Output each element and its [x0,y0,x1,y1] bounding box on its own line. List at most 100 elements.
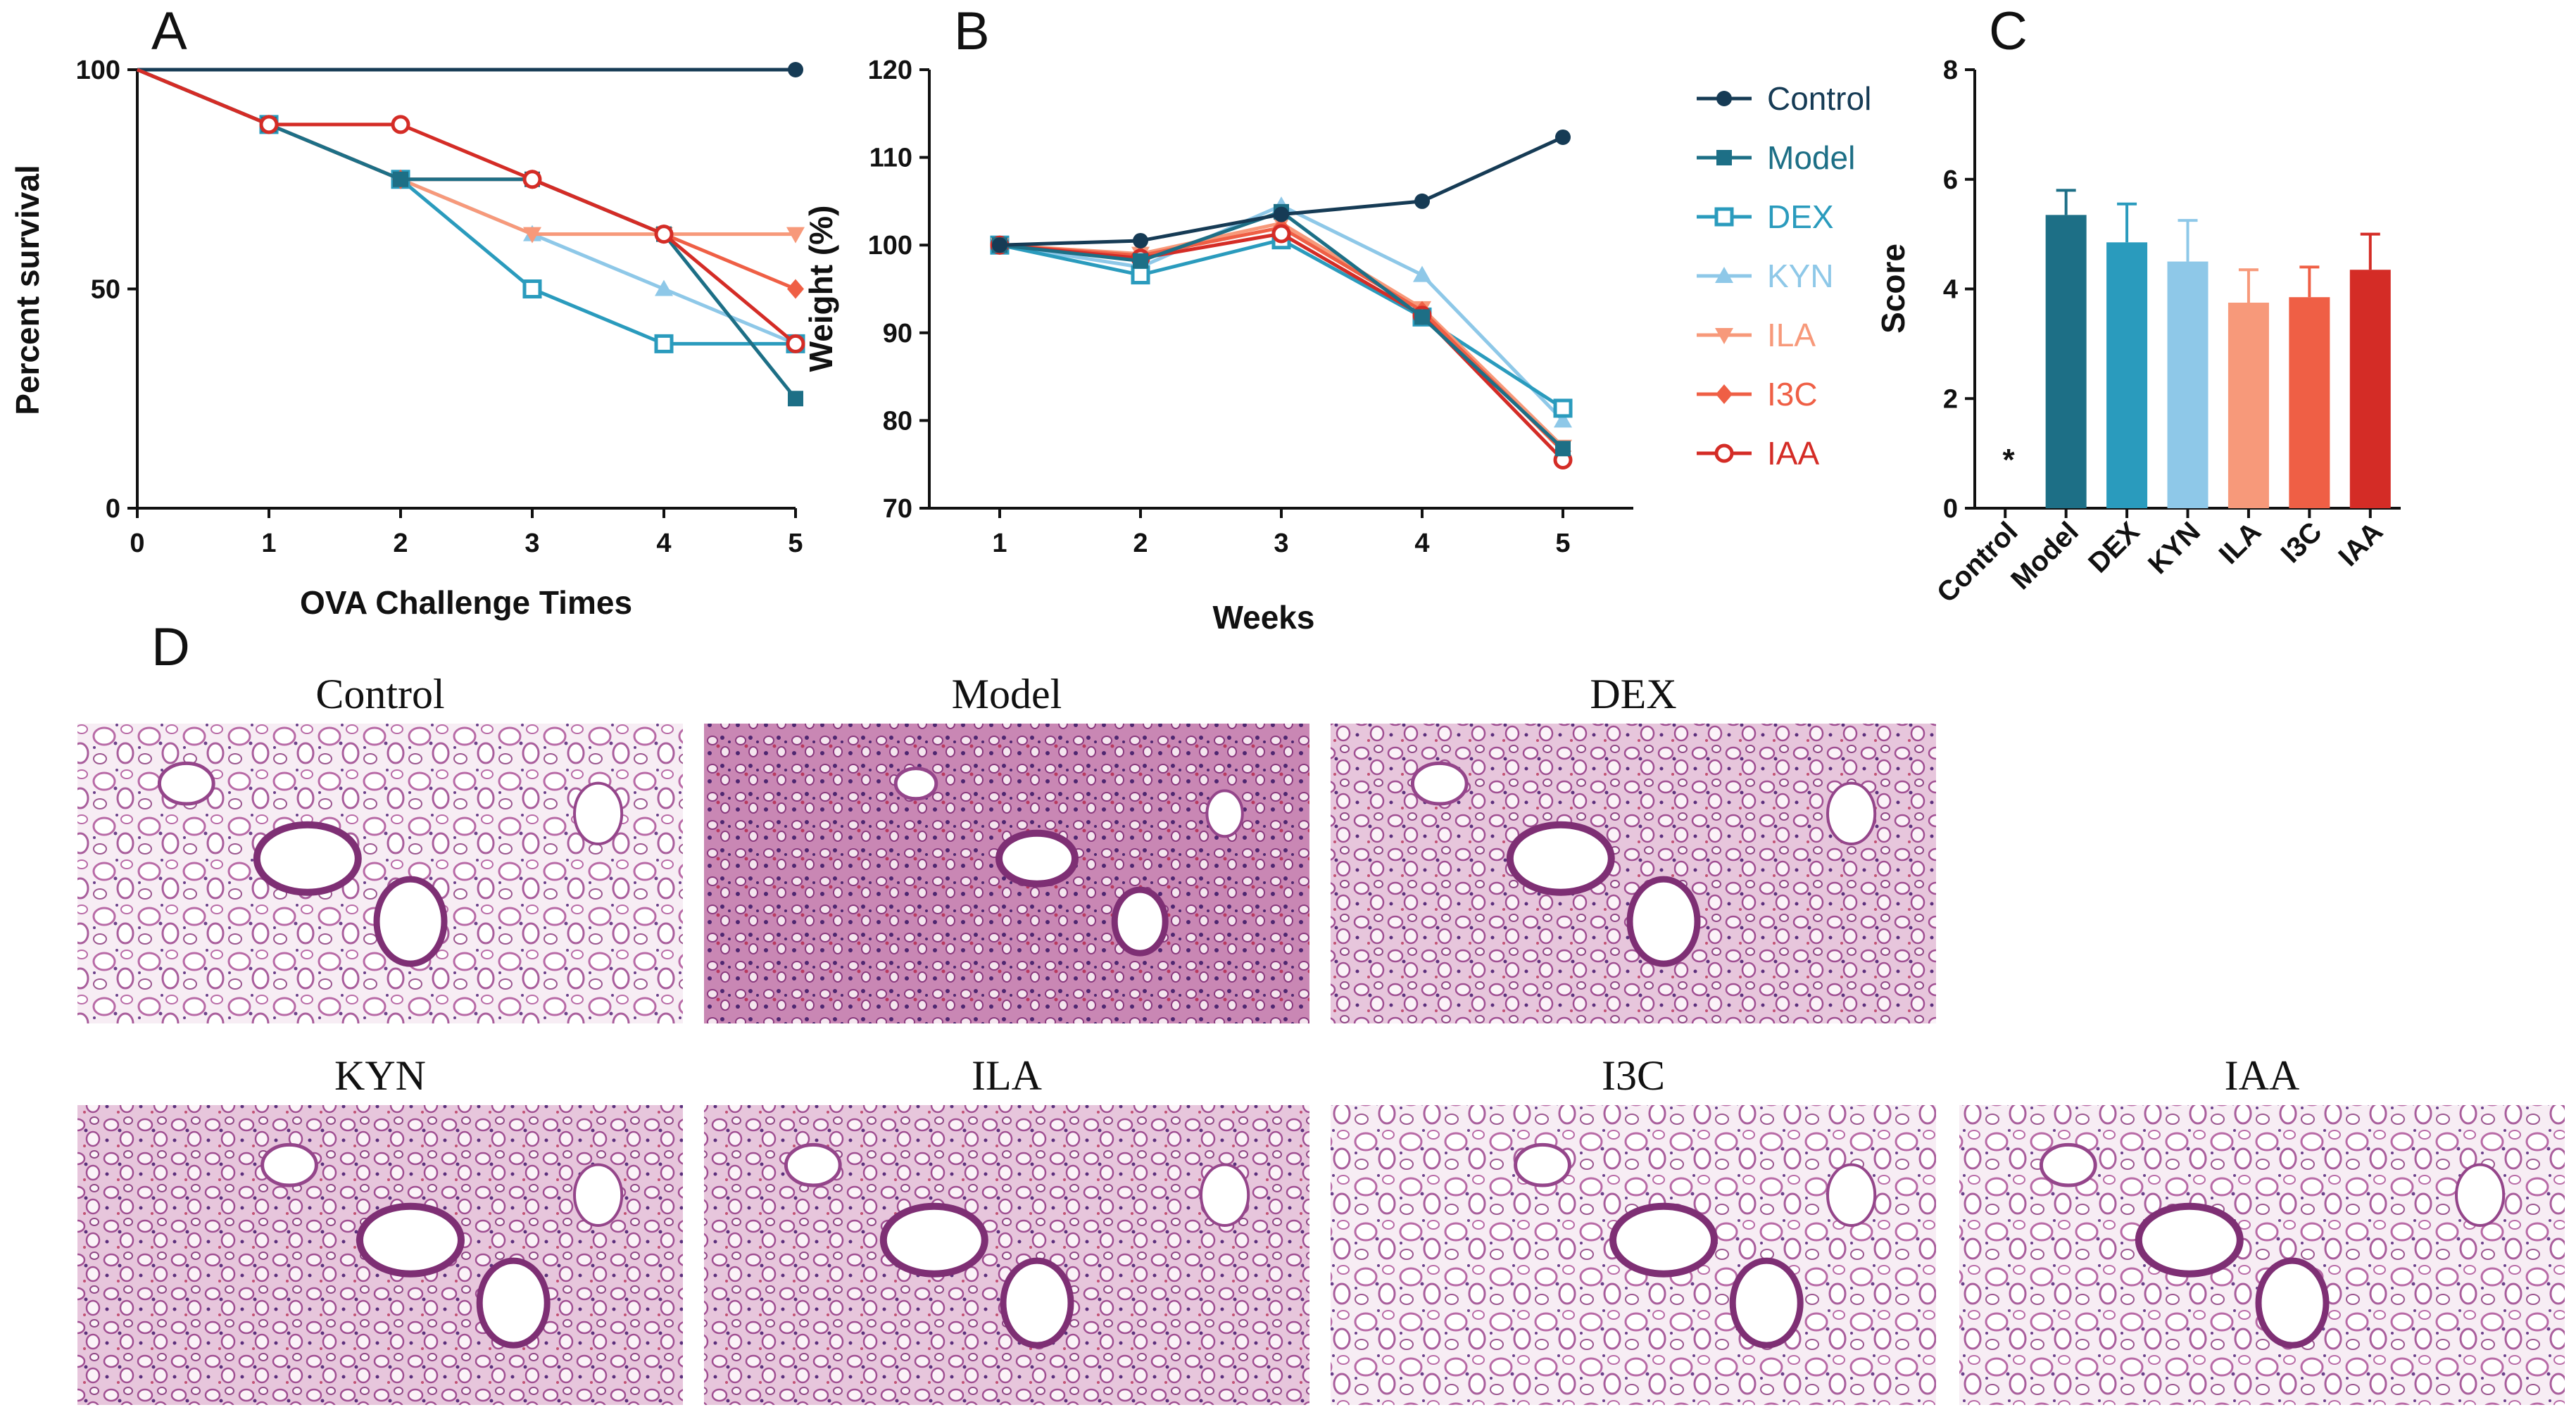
alveolar-space [784,1142,842,1187]
series-line-iaa [999,232,1564,462]
airway-lumen [995,829,1079,888]
y-tick-label: 100 [868,231,912,260]
x-tick-label: 3 [1274,529,1288,558]
legend-label: Control [1767,80,1871,117]
y-tick-label: 70 [883,494,912,524]
survival-axes [136,70,796,510]
y-tick-label: 50 [91,275,120,305]
micrograph-model: Model [704,671,1309,1023]
data-point-kyn [655,279,673,296]
airway-lumen [1111,886,1169,957]
micrograph-iaa: IAA [1959,1052,2565,1405]
legend: Control Model DEX KYN ILA I3C IAA [1697,80,1871,472]
data-point-ila [523,227,541,244]
legend-marker [1714,207,1734,227]
survival-y-axis-title: Percent survival [9,165,46,415]
data-point-iaa [391,115,410,134]
survival-x-axis-title: OVA Challenge Times [300,584,632,621]
y-tick-label: 80 [883,406,912,436]
x-tick-label: 5 [788,529,803,558]
x-tick-label: 3 [524,529,539,558]
x-tick-label: 4 [656,529,671,558]
panel-letter-c: C [1989,1,2028,61]
legend-marker [1715,267,1733,283]
y-tick-label: 6 [1943,165,1958,195]
alveolar-space [2455,1163,2506,1228]
data-point-model [1133,253,1148,269]
series-control [992,129,1571,253]
airway-lumen [879,1202,988,1278]
score-bars [2045,189,2391,508]
micrograph-title: Control [315,671,444,717]
alveolar-space [1200,1163,1250,1228]
series-dex [990,230,1573,418]
micrograph-grid: Control Model DEX KYN ILA I3C IAA [77,671,2565,1405]
x-tick-label: 1 [261,529,276,558]
legend-item-kyn: KYN [1697,258,1834,294]
legend-label: IAA [1767,435,1819,472]
x-tick-label: DEX [2082,516,2145,579]
legend-marker [1716,384,1733,404]
y-tick-label: 120 [868,56,912,85]
alveolar-space [1514,1142,1571,1187]
bar-iaa [2349,270,2391,508]
alveolar-space [573,781,624,846]
alveolar-space [1410,761,1469,806]
legend-marker [1716,150,1732,165]
data-point-control [1555,129,1571,145]
score-significance-annotation: * [2002,443,2015,477]
panel-letter-b: B [954,1,990,61]
micrograph-title: I3C [1602,1052,1665,1099]
y-tick-label: 2 [1943,384,1958,414]
data-point-iaa [786,334,805,353]
bar-kyn [2167,261,2209,508]
weight-series [990,129,1573,469]
micrograph-title: IAA [2225,1052,2300,1099]
alveolar-space [2039,1142,2097,1187]
airway-lumen [1000,1257,1074,1349]
data-point-iaa [522,170,542,189]
data-point-kyn [1413,265,1431,282]
micrograph-kyn: KYN [77,1052,683,1405]
micrograph-title: Model [952,671,1062,717]
x-tick-label: 5 [1555,529,1570,558]
airway-lumen [253,821,362,896]
alveolar-space [893,767,938,801]
legend-item-dex: DEX [1697,198,1834,235]
data-point-dex [1131,265,1150,285]
panel-letter-d: D [151,617,190,677]
series-control [137,62,803,77]
legend-item-ila: ILA [1697,317,1816,353]
legend-label: ILA [1767,317,1816,353]
micrograph-title: KYN [334,1052,426,1099]
x-tick-label: 0 [130,529,144,558]
y-tick-label: 110 [869,144,912,173]
bar-dex [2106,242,2148,508]
x-tick-label: KYN [2142,516,2206,580]
data-point-ila [786,227,805,244]
score-y-axis-title: Score [1875,244,1911,334]
survival-chart: 0 50 100 0 1 2 3 4 5 OVA Challenge Times Percent… [9,56,805,621]
micrograph-dex: DEX [1331,671,1936,1023]
panel-letter-a: A [151,1,187,61]
x-tick-label: 4 [1414,529,1429,558]
series-line-dex [999,238,1564,410]
y-tick-label: 8 [1943,56,1958,85]
legend-marker [1714,443,1734,463]
data-point-dex [654,334,674,353]
legend-label: I3C [1767,376,1818,412]
data-point-control [788,62,803,77]
data-point-model [1555,441,1571,457]
data-point-control [1274,206,1289,222]
weight-x-axis-title: Weeks [1213,599,1315,636]
legend-item-model: Model [1697,139,1855,176]
weight-chart: 70 80 90 100 110 120 1 2 3 4 5 Weeks Weight (%) [803,56,1633,636]
weight-axes [928,70,1633,510]
data-point-dex [1553,398,1573,418]
x-tick-label: IAA [2332,516,2389,572]
data-point-iaa [1271,224,1291,244]
legend-item-i3c: I3C [1697,376,1818,412]
weight-ticks: 70 80 90 100 110 120 1 2 3 4 5 [868,56,1571,558]
